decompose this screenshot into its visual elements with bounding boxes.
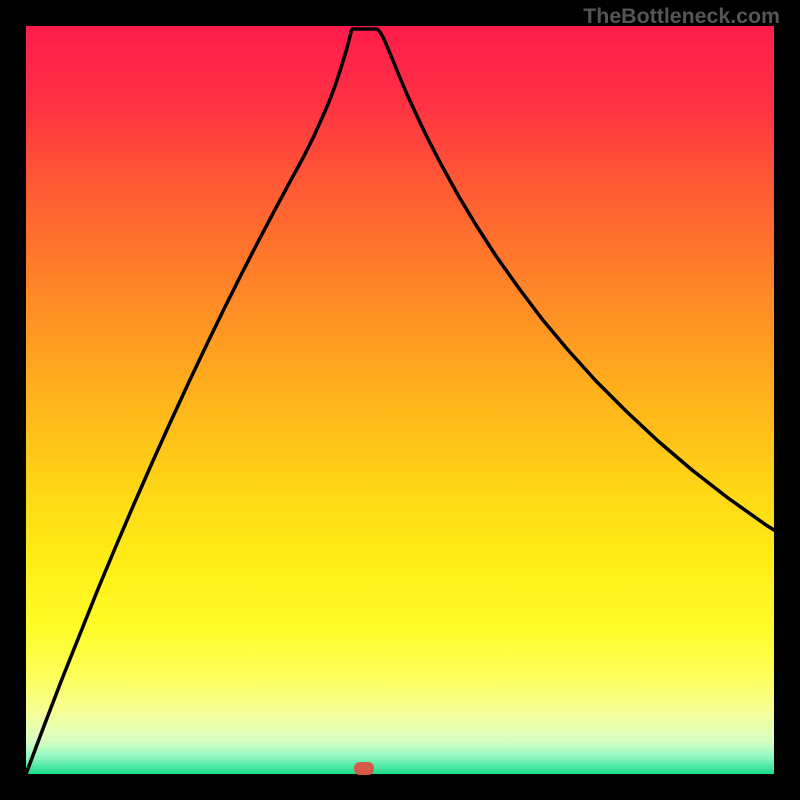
canvas: TheBottleneck.com [0,0,800,800]
watermark-text: TheBottleneck.com [583,4,780,29]
plot-area [26,26,774,774]
minimum-marker [354,762,374,775]
bottleneck-curve [26,26,774,774]
